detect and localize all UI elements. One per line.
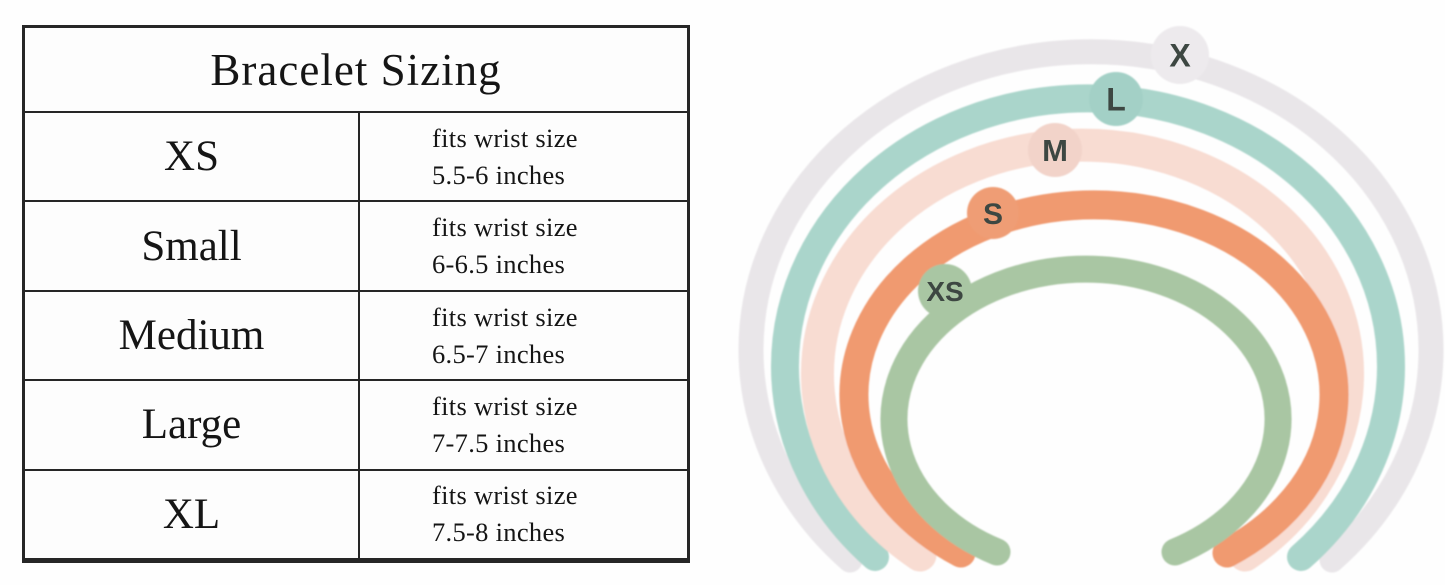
fit-cell: fits wrist size 6.5-7 inches: [360, 292, 687, 379]
badge-label-s: S: [983, 198, 1003, 231]
cuff-size-diagram: X L M S XS: [738, 26, 1444, 573]
badge-m: [1028, 123, 1082, 177]
cuff-arc-x: [738, 39, 1444, 573]
fit-line-2: 7-7.5 inches: [432, 427, 566, 458]
cuff-arc-l: [771, 84, 1405, 571]
size-cell: Small: [25, 202, 360, 290]
cuff-arc-xs: [880, 255, 1292, 566]
badge-label-x: X: [1169, 38, 1191, 74]
fit-line-1: fits wrist size: [432, 390, 578, 421]
fit-line-1: fits wrist size: [432, 212, 578, 243]
table-row-xs: XS fits wrist size 5.5-6 inches: [25, 113, 687, 203]
fit-line-1: fits wrist size: [432, 122, 578, 153]
badge-l: [1089, 72, 1143, 126]
cuff-arc-s: [839, 190, 1349, 568]
fit-line-1: fits wrist size: [432, 301, 578, 332]
fit-line-2: 7.5-8 inches: [432, 517, 566, 548]
fit-line-2: 6.5-7 inches: [432, 338, 566, 369]
fit-line-2: 5.5-6 inches: [432, 159, 566, 190]
fit-cell: fits wrist size 7-7.5 inches: [360, 381, 687, 468]
size-cell: Large: [25, 381, 360, 469]
badge-label-xs: XS: [926, 276, 963, 307]
size-cell: XS: [25, 113, 360, 201]
size-table: Bracelet Sizing XS fits wrist size 5.5-6…: [22, 25, 690, 563]
badge-x: [1151, 26, 1209, 84]
table-row-xl: XL fits wrist size 7.5-8 inches: [25, 470, 687, 559]
table-row-large: Large fits wrist size 7-7.5 inches: [25, 381, 687, 471]
table-title: Bracelet Sizing: [25, 28, 687, 113]
badge-s: [967, 187, 1019, 239]
size-cell: Medium: [25, 291, 360, 380]
size-cell: XL: [25, 470, 360, 559]
table-row-small: Small fits wrist size 6-6.5 inches: [25, 202, 687, 292]
badge-label-l: L: [1106, 82, 1126, 118]
fit-line-2: 6-6.5 inches: [432, 249, 566, 280]
badge-xs: [918, 264, 972, 318]
fit-cell: fits wrist size 7.5-8 inches: [360, 471, 687, 558]
fit-cell: fits wrist size 5.5-6 inches: [360, 113, 687, 200]
fit-cell: fits wrist size 6-6.5 inches: [360, 202, 687, 289]
fit-line-1: fits wrist size: [432, 480, 578, 511]
table-row-medium: Medium fits wrist size 6.5-7 inches: [25, 291, 687, 382]
badge-label-m: M: [1042, 133, 1068, 168]
